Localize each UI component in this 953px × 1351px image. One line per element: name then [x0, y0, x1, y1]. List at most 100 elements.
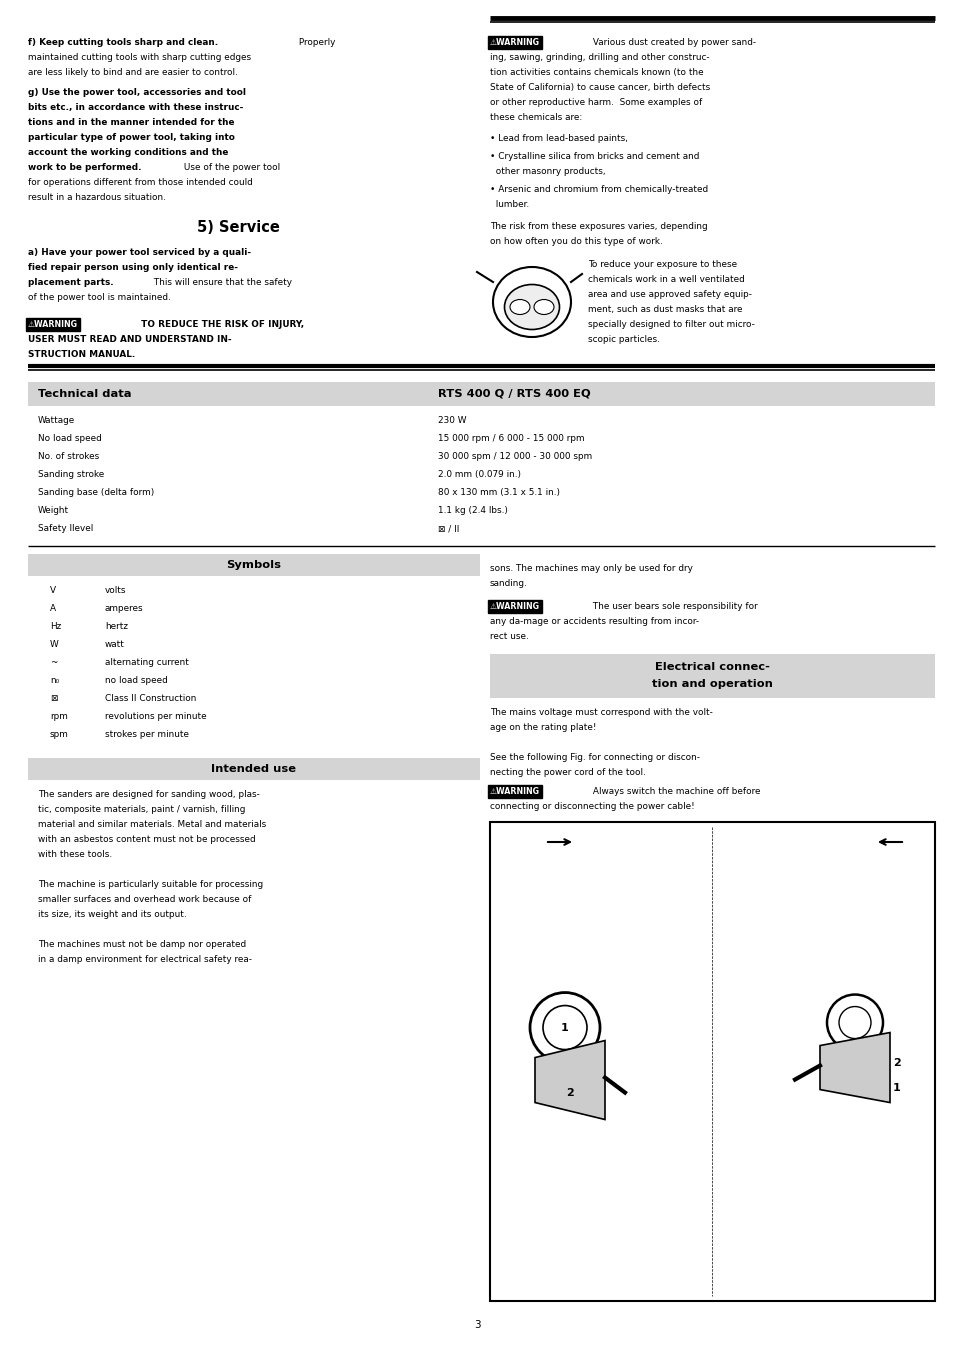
Text: revolutions per minute: revolutions per minute	[105, 712, 207, 721]
Text: The machine is particularly suitable for processing: The machine is particularly suitable for…	[38, 880, 263, 889]
Text: amperes: amperes	[105, 604, 144, 613]
Text: ⊠: ⊠	[50, 694, 57, 703]
Text: ~: ~	[50, 658, 57, 667]
Text: USER MUST READ AND UNDERSTAND IN-: USER MUST READ AND UNDERSTAND IN-	[28, 335, 232, 345]
Text: The sanders are designed for sanding wood, plas-: The sanders are designed for sanding woo…	[38, 790, 259, 798]
Text: smaller surfaces and overhead work because of: smaller surfaces and overhead work becau…	[38, 894, 251, 904]
Text: specially designed to filter out micro-: specially designed to filter out micro-	[587, 320, 754, 330]
Text: sanding.: sanding.	[490, 580, 527, 588]
Text: f) Keep cutting tools sharp and clean.: f) Keep cutting tools sharp and clean.	[28, 38, 218, 47]
Text: in a damp environment for electrical safety rea-: in a damp environment for electrical saf…	[38, 955, 252, 965]
Text: This will ensure that the safety: This will ensure that the safety	[151, 278, 292, 286]
Text: area and use approved safety equip-: area and use approved safety equip-	[587, 290, 751, 299]
Text: particular type of power tool, taking into: particular type of power tool, taking in…	[28, 132, 234, 142]
Ellipse shape	[534, 300, 554, 315]
Text: A: A	[50, 604, 56, 613]
Text: ⚠WARNING: ⚠WARNING	[490, 788, 539, 796]
Bar	[490, 654, 934, 698]
Text: bits etc., in accordance with these instruc-: bits etc., in accordance with these inst…	[28, 103, 243, 112]
Bar	[28, 382, 934, 407]
Text: Safety llevel: Safety llevel	[38, 524, 93, 534]
Text: 230 W: 230 W	[437, 416, 466, 426]
Text: The risk from these exposures varies, depending: The risk from these exposures varies, de…	[490, 222, 707, 231]
Text: To reduce your exposure to these: To reduce your exposure to these	[587, 259, 737, 269]
Bar	[28, 758, 479, 780]
Text: are less likely to bind and are easier to control.: are less likely to bind and are easier t…	[28, 68, 237, 77]
Text: ⊠ / II: ⊠ / II	[437, 524, 459, 534]
Ellipse shape	[504, 285, 558, 330]
Polygon shape	[535, 1040, 604, 1120]
Text: The user bears sole responsibility for: The user bears sole responsibility for	[589, 603, 757, 611]
Text: 15 000 rpm / 6 000 - 15 000 rpm: 15 000 rpm / 6 000 - 15 000 rpm	[437, 434, 584, 443]
Text: tic, composite materials, paint / varnish, filling: tic, composite materials, paint / varnis…	[38, 805, 245, 815]
Text: maintained cutting tools with sharp cutting edges: maintained cutting tools with sharp cutt…	[28, 53, 251, 62]
Bar	[28, 554, 479, 576]
Text: volts: volts	[105, 586, 127, 594]
Text: age on the rating plate!: age on the rating plate!	[490, 723, 596, 732]
Polygon shape	[820, 1032, 889, 1102]
Text: No load speed: No load speed	[38, 434, 102, 443]
Text: TO REDUCE THE RISK OF INJURY,: TO REDUCE THE RISK OF INJURY,	[138, 320, 304, 330]
Text: strokes per minute: strokes per minute	[105, 730, 189, 739]
Ellipse shape	[510, 300, 530, 315]
Text: tions and in the manner intended for the: tions and in the manner intended for the	[28, 118, 234, 127]
Text: fied repair person using only identical re-: fied repair person using only identical …	[28, 263, 237, 272]
Text: Use of the power tool: Use of the power tool	[181, 163, 280, 172]
Text: Sanding base (delta form): Sanding base (delta form)	[38, 488, 154, 497]
Text: with an asbestos content must not be processed: with an asbestos content must not be pro…	[38, 835, 255, 844]
Text: these chemicals are:: these chemicals are:	[490, 113, 581, 122]
Text: No. of strokes: No. of strokes	[38, 453, 99, 461]
Text: work to be performed.: work to be performed.	[28, 163, 141, 172]
Text: Electrical connec-: Electrical connec-	[655, 662, 769, 671]
Text: connecting or disconnecting the power cable!: connecting or disconnecting the power ca…	[490, 802, 694, 811]
Text: watt: watt	[105, 640, 125, 648]
Text: sons. The machines may only be used for dry: sons. The machines may only be used for …	[490, 563, 692, 573]
Text: no load speed: no load speed	[105, 676, 168, 685]
Text: g) Use the power tool, accessories and tool: g) Use the power tool, accessories and t…	[28, 88, 246, 97]
Text: 2: 2	[892, 1058, 900, 1067]
Text: Various dust created by power sand-: Various dust created by power sand-	[589, 38, 756, 47]
Text: ment, such as dust masks that are: ment, such as dust masks that are	[587, 305, 741, 313]
Text: • Crystalline silica from bricks and cement and: • Crystalline silica from bricks and cem…	[490, 153, 699, 161]
Text: 1: 1	[560, 1023, 568, 1032]
Text: hertz: hertz	[105, 621, 128, 631]
Text: Weight: Weight	[38, 507, 69, 515]
Text: 5) Service: 5) Service	[196, 220, 279, 235]
Text: The mains voltage must correspond with the volt-: The mains voltage must correspond with t…	[490, 708, 712, 717]
Text: result in a hazardous situation.: result in a hazardous situation.	[28, 193, 166, 203]
Text: for operations different from those intended could: for operations different from those inte…	[28, 178, 253, 186]
Text: V: V	[50, 586, 56, 594]
Text: chemicals work in a well ventilated: chemicals work in a well ventilated	[587, 276, 744, 284]
Text: ⚠WARNING: ⚠WARNING	[490, 603, 539, 611]
Text: n₀: n₀	[50, 676, 59, 685]
Text: Properly: Properly	[295, 38, 335, 47]
Text: 1: 1	[892, 1082, 900, 1093]
Text: Technical data: Technical data	[38, 389, 132, 399]
Ellipse shape	[493, 267, 571, 336]
Text: rect use.: rect use.	[490, 632, 528, 640]
Text: 30 000 spm / 12 000 - 30 000 spm: 30 000 spm / 12 000 - 30 000 spm	[437, 453, 592, 461]
Text: tion activities contains chemicals known (to the: tion activities contains chemicals known…	[490, 68, 703, 77]
Text: 3: 3	[474, 1320, 479, 1329]
Text: account the working conditions and the: account the working conditions and the	[28, 149, 228, 157]
Text: The machines must not be damp nor operated: The machines must not be damp nor operat…	[38, 940, 246, 948]
Text: Symbols: Symbols	[226, 561, 281, 570]
Text: ⚠WARNING: ⚠WARNING	[490, 38, 539, 47]
Text: rpm: rpm	[50, 712, 68, 721]
Text: 2.0 mm (0.079 in.): 2.0 mm (0.079 in.)	[437, 470, 520, 480]
Text: on how often you do this type of work.: on how often you do this type of work.	[490, 236, 662, 246]
Text: its size, its weight and its output.: its size, its weight and its output.	[38, 911, 187, 919]
Text: scopic particles.: scopic particles.	[587, 335, 659, 345]
Text: Always switch the machine off before: Always switch the machine off before	[589, 788, 760, 796]
Text: of the power tool is maintained.: of the power tool is maintained.	[28, 293, 171, 303]
Text: • Lead from lead-based paints,: • Lead from lead-based paints,	[490, 134, 627, 143]
Text: with these tools.: with these tools.	[38, 850, 112, 859]
Text: any da-mage or accidents resulting from incor-: any da-mage or accidents resulting from …	[490, 617, 699, 626]
Text: or other reproductive harm.  Some examples of: or other reproductive harm. Some example…	[490, 99, 701, 107]
Text: material and similar materials. Metal and materials: material and similar materials. Metal an…	[38, 820, 266, 830]
Text: • Arsenic and chromium from chemically-treated: • Arsenic and chromium from chemically-t…	[490, 185, 707, 195]
Text: spm: spm	[50, 730, 69, 739]
Text: 80 x 130 mm (3.1 x 5.1 in.): 80 x 130 mm (3.1 x 5.1 in.)	[437, 488, 559, 497]
Text: 2: 2	[565, 1088, 574, 1097]
Text: ing, sawing, grinding, drilling and other construc-: ing, sawing, grinding, drilling and othe…	[490, 53, 709, 62]
